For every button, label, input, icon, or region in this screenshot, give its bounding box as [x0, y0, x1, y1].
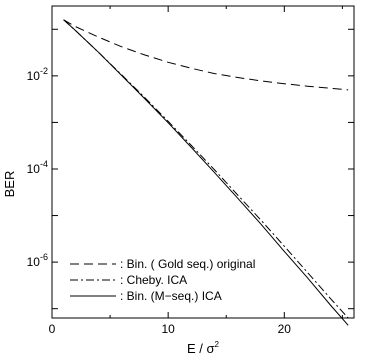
series-lines [63, 19, 349, 326]
x-tick-label: 0 [49, 322, 56, 336]
legend: : Bin. ( Gold seq.) original : Cheby. ICA… [70, 257, 255, 303]
legend-label: : Cheby. ICA [120, 273, 187, 287]
y-axis-label: BER [2, 171, 17, 198]
series-line-solid [63, 19, 349, 326]
legend-label: : Bin. ( Gold seq.) original [120, 257, 255, 271]
y-tick-label-exponent: -4 [40, 159, 48, 169]
y-tick-label-base: 10 [27, 255, 41, 269]
x-axis-label-superscript: 2 [215, 340, 220, 349]
x-axis-label-text: E / σ [187, 341, 215, 356]
y-tick-label: 10-2 [27, 66, 48, 83]
plot-frame [51, 5, 355, 319]
y-tick-label-base: 10 [27, 69, 41, 83]
x-tick-label: 20 [278, 322, 292, 336]
y-tick-label: 10-4 [27, 159, 48, 176]
x-tick-label: 10 [161, 322, 175, 336]
x-axis-label: E / σ2 [187, 340, 220, 356]
legend-label: : Bin. (M−seq.) ICA [120, 289, 222, 303]
y-tick-label-exponent: -2 [40, 66, 48, 76]
series-line-dashed [63, 19, 349, 91]
series-line-dashdot [63, 19, 349, 319]
y-tick-label: 10-6 [27, 252, 48, 269]
y-tick-label-exponent: -6 [40, 252, 48, 262]
y-tick-label-base: 10 [27, 162, 41, 176]
